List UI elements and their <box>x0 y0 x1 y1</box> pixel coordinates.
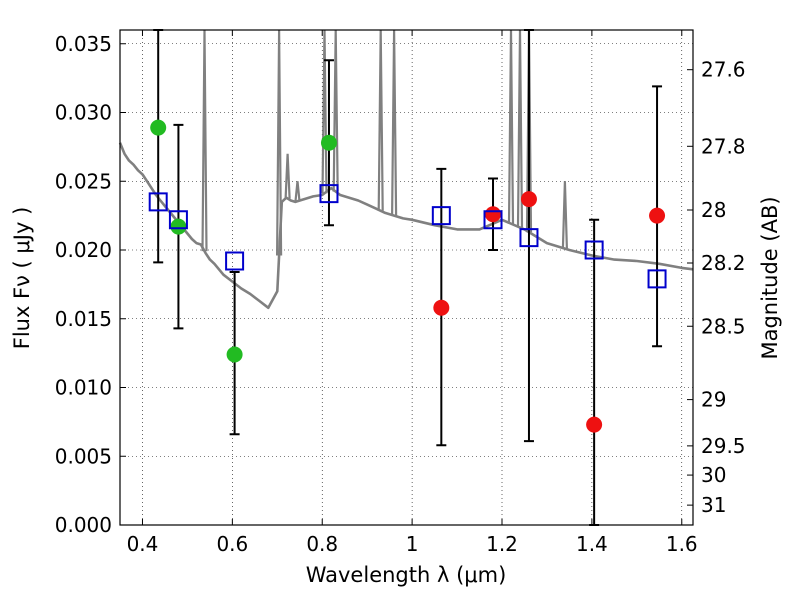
x-tick-label: 1.2 <box>486 532 518 556</box>
x-tick-label: 0.6 <box>216 532 248 556</box>
sed-emission-line <box>284 153 291 199</box>
axis-ticks-group: 0.4 0.6 0.8 1 1.2 1.4 1.6 0.000 0.005 0.010 0.015 0… <box>55 30 746 556</box>
model-square-point <box>431 206 451 226</box>
y2-tick-label: 29 <box>701 388 726 412</box>
sed-spectrum-line <box>118 142 694 310</box>
sed-emission-line <box>377 29 384 211</box>
y-tick-label: 0.030 <box>55 101 112 125</box>
y2-tick-label: 27.8 <box>701 134 746 158</box>
model-square-point <box>225 251 245 271</box>
observed-red-point <box>649 207 666 224</box>
observed-red-point <box>520 191 537 208</box>
sed-emission-line <box>294 181 301 202</box>
y2-tick-label: 28 <box>701 198 726 222</box>
model-square-point <box>647 269 667 289</box>
y-tick-label: 0.015 <box>55 307 112 331</box>
y2-axis-label: Magnitude (AB) <box>758 196 782 359</box>
y2-tick-label: 27.6 <box>701 58 746 82</box>
y2-tick-label: 28.2 <box>701 251 746 275</box>
sed-emission-line <box>201 29 208 252</box>
y-tick-label: 0.020 <box>55 238 112 262</box>
y2-tick-label: 29.5 <box>701 434 746 458</box>
y-tick-label: 0.035 <box>55 32 112 56</box>
sed-emission-line <box>276 29 283 256</box>
y-tick-label: 0.010 <box>55 376 112 400</box>
x-tick-label: 1 <box>406 532 419 556</box>
model-square-point <box>148 192 168 212</box>
sed-emission-line <box>561 181 568 249</box>
model-square-point <box>519 228 539 248</box>
observed-red-point <box>433 299 450 316</box>
x-tick-label: 1.6 <box>666 532 698 556</box>
sed-emission-line <box>507 29 515 224</box>
sed-model-group <box>118 29 694 310</box>
y2-tick-label: 30 <box>701 463 726 487</box>
x-axis-label: Wavelength λ (μm) <box>306 563 507 587</box>
error-bars-group <box>153 29 663 526</box>
y-tick-label: 0.005 <box>55 444 112 468</box>
sed-emission-line <box>391 29 398 216</box>
model-square-point <box>584 240 604 260</box>
model-square-point <box>319 184 339 204</box>
model-square-point <box>483 210 503 230</box>
observed-green-point <box>320 134 337 151</box>
x-tick-label: 0.4 <box>127 532 159 556</box>
y2-tick-label: 28.5 <box>701 314 746 338</box>
observed-green-point <box>226 346 243 363</box>
x-tick-label: 0.8 <box>306 532 338 556</box>
sed-emission-line <box>332 29 339 192</box>
observed-red-point <box>586 416 603 433</box>
y-axis-label: Flux Fν ( μJy ) <box>10 207 34 350</box>
y-tick-label: 0.025 <box>55 169 112 193</box>
grid-lines <box>120 30 693 526</box>
observed-green-point <box>170 218 187 235</box>
x-tick-label: 1.4 <box>576 532 608 556</box>
y2-tick-label: 31 <box>701 493 726 517</box>
observed-red-point <box>485 206 502 223</box>
model-square-point <box>168 210 188 230</box>
plot-frame <box>119 29 694 526</box>
observed-green-point <box>150 119 167 136</box>
data-points-group <box>148 119 667 433</box>
y-tick-label: 0.000 <box>55 513 112 537</box>
sed-emission-line <box>321 29 328 194</box>
